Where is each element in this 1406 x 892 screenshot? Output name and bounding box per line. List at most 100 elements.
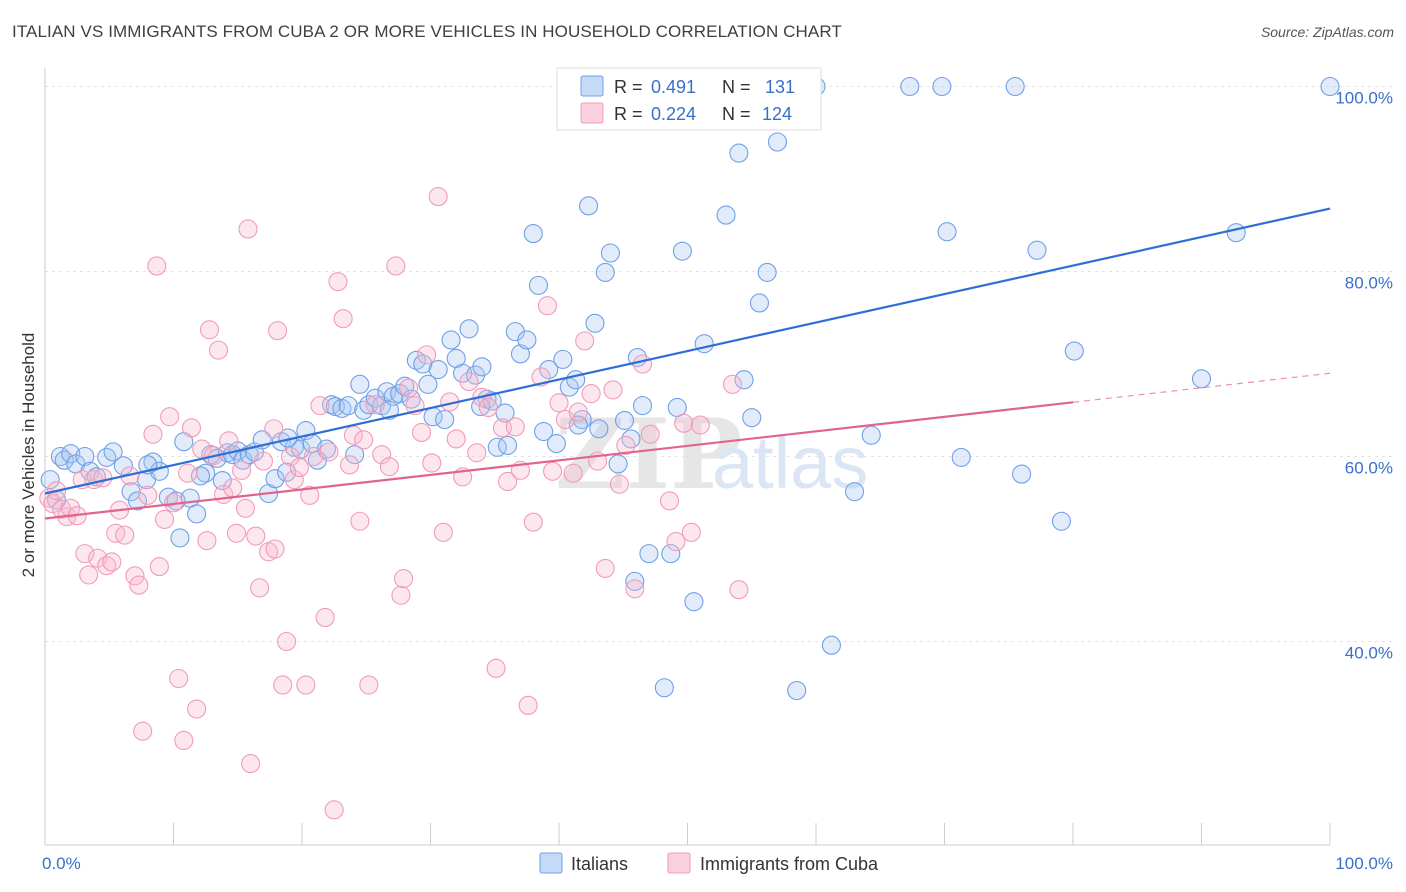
- y-tick-label-40: 40.0%: [1345, 644, 1393, 663]
- bottom-legend-label-cuba: Immigrants from Cuba: [700, 854, 879, 874]
- cuba-point-60: [300, 485, 320, 505]
- cuba-point-26: [154, 509, 175, 529]
- italians-point-121: [932, 76, 952, 97]
- italians-point-75: [510, 344, 531, 364]
- italians-point-125: [1012, 464, 1032, 484]
- cuba-point-121: [690, 415, 710, 435]
- cuba-point-85: [433, 522, 453, 542]
- italians-point-67: [459, 319, 479, 339]
- italians-point-6: [75, 446, 95, 467]
- x-tick-label-max: 100.0%: [1335, 854, 1393, 873]
- italians-point-76: [517, 330, 537, 350]
- cuba-point-71: [354, 430, 374, 450]
- cuba-point-54: [273, 675, 293, 695]
- cuba-point-44: [235, 498, 256, 518]
- points-layer: [39, 76, 1340, 820]
- italians-point-25: [212, 470, 232, 491]
- italians-point-62: [428, 359, 448, 380]
- source-credit: Source: ZipAtlas.com: [1260, 24, 1394, 40]
- cuba-point-79: [399, 378, 419, 398]
- italians-point-114: [787, 680, 807, 701]
- cuba-point-64: [319, 442, 339, 462]
- italians-point-132: [625, 571, 645, 591]
- italians-point-19: [170, 528, 190, 548]
- y-tick-label-100: 100.0%: [1335, 89, 1393, 108]
- cuba-point-93: [486, 658, 506, 678]
- cuba-point-32: [181, 418, 202, 438]
- italians-point-90: [600, 243, 620, 263]
- italians-point-34: [265, 469, 285, 489]
- cuba-point-20: [129, 575, 149, 595]
- cuba-trend-line: [44, 401, 1074, 520]
- cuba-point-30: [174, 730, 194, 751]
- cuba-point-21: [133, 721, 153, 741]
- cuba-point-58: [289, 458, 309, 478]
- legend-swatch-cuba: [580, 102, 604, 124]
- cuba-point-103: [549, 393, 569, 413]
- cuba-point-40: [219, 431, 239, 451]
- italians-point-127: [1051, 511, 1071, 531]
- cuba-point-41: [223, 478, 243, 498]
- italians-point-108: [734, 370, 754, 390]
- cuba-point-45: [238, 219, 258, 239]
- italians-point-48: [350, 374, 370, 394]
- cuba-point-74: [372, 445, 392, 465]
- watermark: ZIP atlas: [555, 398, 868, 511]
- legend-n-value-italians: 131: [765, 77, 795, 97]
- italians-point-92: [614, 410, 635, 430]
- cuba-point-0: [39, 488, 59, 508]
- cuba-point-35: [197, 531, 217, 551]
- italians-point-98: [661, 544, 681, 564]
- italians-point-103: [694, 334, 714, 354]
- italians-point-58: [406, 350, 426, 370]
- cuba-point-84: [428, 187, 448, 207]
- italians-point-36: [277, 462, 297, 482]
- cuba-point-78: [393, 569, 414, 589]
- cuba-point-113: [616, 435, 636, 455]
- legend-r-label-italians: R =: [614, 77, 643, 97]
- bottom-legend-label-italians: Italians: [571, 854, 628, 874]
- axes-layer: [44, 68, 1331, 846]
- italians-point-81: [546, 433, 566, 454]
- cuba-point-89: [459, 372, 479, 392]
- italians-point-80: [539, 359, 559, 380]
- y-axis-title: 2 or more Vehicles in Household: [19, 333, 38, 578]
- cuba-point-115: [632, 354, 653, 374]
- italians-point-11: [113, 456, 133, 476]
- cuba-point-31: [178, 463, 198, 483]
- cuba-point-119: [674, 413, 694, 433]
- cuba-point-38: [208, 340, 229, 360]
- italians-point-134: [498, 435, 518, 455]
- cuba-point-90: [467, 443, 487, 463]
- cuba-point-57: [284, 470, 304, 490]
- legend-r-value-italians: 0.491: [651, 77, 696, 97]
- cuba-point-52: [265, 539, 285, 559]
- cuba-point-27: [160, 407, 180, 427]
- trend-layer: [44, 207, 1331, 520]
- legend-swatch-italians: [580, 75, 604, 97]
- cuba-point-95: [498, 471, 518, 492]
- cuba-point-62: [310, 396, 330, 416]
- italians-point-95: [632, 396, 653, 416]
- cuba-point-112: [609, 474, 629, 494]
- cuba-point-61: [304, 446, 324, 467]
- italians-point-97: [654, 678, 674, 698]
- italians-point-128: [1064, 341, 1084, 361]
- italians-point-89: [595, 262, 615, 282]
- italians-point-4: [61, 444, 81, 464]
- italians-point-77: [523, 224, 543, 244]
- italians-point-126: [1027, 240, 1047, 260]
- cuba-point-123: [729, 580, 749, 600]
- italians-point-117: [821, 635, 841, 655]
- grid-layer: [45, 86, 1392, 642]
- cuba-point-75: [379, 457, 399, 477]
- cuba-point-42: [226, 523, 247, 543]
- cuba-point-49: [253, 451, 274, 471]
- italians-point-63: [435, 409, 455, 430]
- cuba-point-19: [125, 566, 145, 586]
- italians-point-13: [127, 491, 148, 511]
- y-tick-label-80: 80.0%: [1345, 274, 1393, 293]
- cuba-point-59: [296, 675, 316, 695]
- legend-n-value-cuba: 124: [762, 104, 792, 124]
